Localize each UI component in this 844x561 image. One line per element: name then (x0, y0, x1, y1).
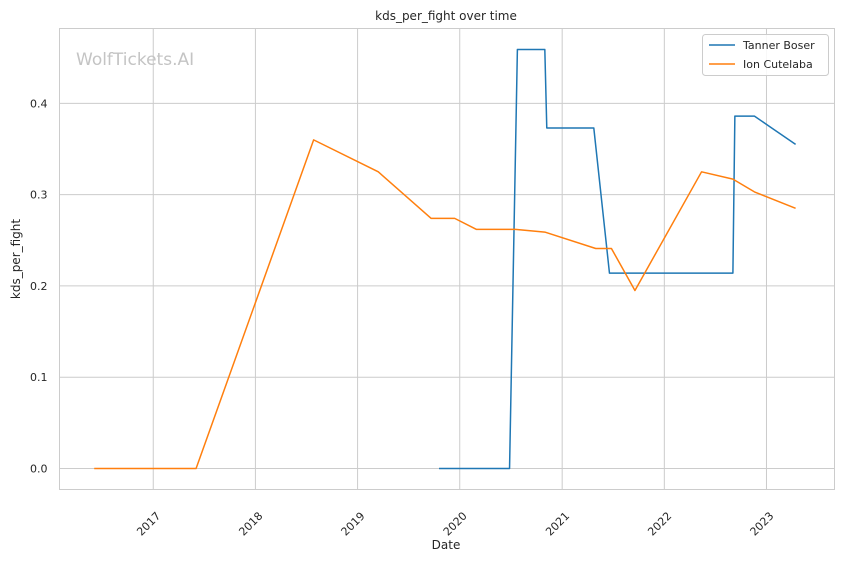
grid-lines (59, 28, 835, 490)
y-axis-label: kds_per_fight (9, 219, 23, 300)
y-tick-label: 0.0 (30, 463, 48, 476)
y-tick-labels: 0.0 0.1 0.2 0.3 0.4 (30, 97, 48, 475)
legend-label-tanner-boser: Tanner Boser (742, 39, 815, 52)
y-tick-label: 0.2 (30, 280, 48, 293)
legend: Tanner Boser Ion Cutelaba (702, 34, 829, 76)
x-axis-label: Date (432, 538, 461, 552)
y-tick-label: 0.1 (30, 371, 48, 384)
chart-title: kds_per_fight over time (375, 9, 517, 23)
series-line-tanner-boser (439, 48, 797, 470)
watermark: WolfTickets.AI (76, 50, 194, 70)
series-line-ion-cutelaba (94, 139, 796, 470)
legend-label-ion-cutelaba: Ion Cutelaba (743, 58, 813, 71)
y-tick-label: 0.3 (30, 189, 48, 202)
y-tick-label: 0.4 (30, 97, 48, 110)
plot-area-frame (59, 28, 835, 490)
series-lines (94, 48, 797, 470)
